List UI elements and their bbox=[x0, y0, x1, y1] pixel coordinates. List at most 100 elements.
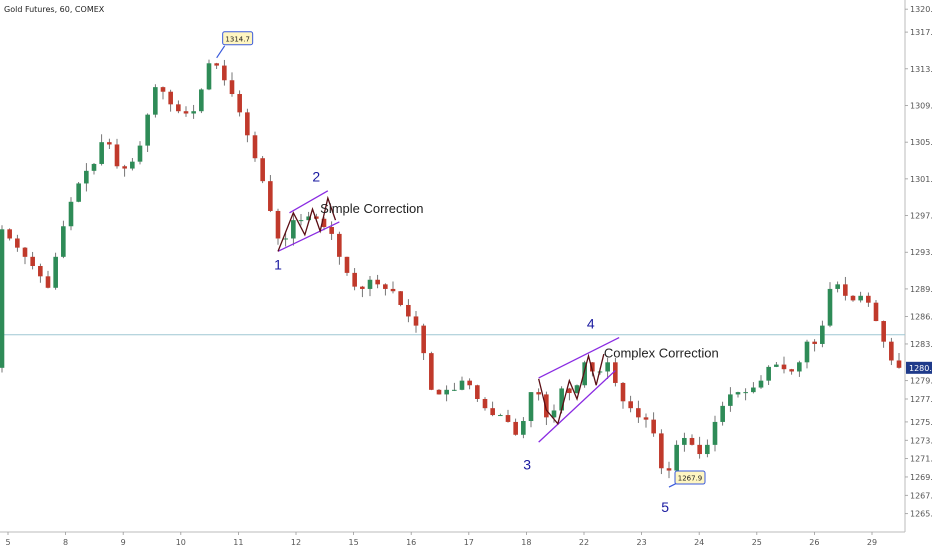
candle-body bbox=[459, 380, 465, 390]
candle-body bbox=[720, 405, 725, 422]
candle-body bbox=[475, 385, 480, 399]
channel-upper-line[interactable] bbox=[289, 190, 329, 214]
candle-body bbox=[237, 94, 242, 113]
candle-body bbox=[53, 256, 58, 288]
candle-body bbox=[835, 284, 840, 289]
candle-body bbox=[643, 417, 649, 420]
wave-label-4: 4 bbox=[587, 315, 595, 331]
candle-body bbox=[122, 166, 127, 169]
price-callout[interactable] bbox=[222, 31, 254, 46]
candle-body bbox=[176, 104, 181, 112]
x-tick-label: 25 bbox=[752, 538, 762, 547]
candle-body bbox=[590, 362, 595, 372]
y-tick-label: 1301.5 bbox=[910, 175, 932, 184]
candle-body bbox=[574, 385, 580, 394]
price-axis: 1320.0 1317.5 1313.5 1309.5 1305.5 1301.5 1297… bbox=[905, 5, 932, 519]
y-tick-label: 1289.5 bbox=[910, 285, 932, 294]
candle-body bbox=[214, 63, 219, 66]
candle-body bbox=[99, 142, 104, 164]
candle-body bbox=[482, 399, 488, 409]
candle-body bbox=[398, 291, 403, 305]
candle-body bbox=[735, 392, 741, 395]
x-tick-label: 15 bbox=[349, 538, 359, 547]
candle-body bbox=[636, 408, 641, 418]
candle-body bbox=[206, 63, 212, 90]
y-tick-label: 1269.0 bbox=[910, 473, 932, 482]
candle-body bbox=[15, 238, 20, 248]
candle-body bbox=[76, 183, 81, 202]
candle-body bbox=[436, 389, 442, 395]
candle-body bbox=[30, 256, 35, 266]
candle-body bbox=[866, 295, 871, 303]
candle-body bbox=[421, 325, 426, 354]
candle-body bbox=[682, 437, 687, 445]
candle-body bbox=[620, 382, 626, 402]
candle-body bbox=[260, 158, 265, 182]
candle-body bbox=[107, 142, 112, 145]
candle-body bbox=[628, 401, 633, 409]
candle-body bbox=[45, 276, 51, 288]
candle-body bbox=[896, 360, 902, 368]
x-tick-label: 26 bbox=[809, 538, 819, 547]
candle-body bbox=[375, 279, 380, 285]
candle-body bbox=[360, 286, 365, 289]
zigzag-arrows[interactable] bbox=[538, 353, 605, 426]
candle-body bbox=[429, 353, 434, 390]
candle-body bbox=[7, 229, 12, 239]
y-tick-label: 1286.5 bbox=[910, 312, 932, 321]
candle-body bbox=[444, 389, 449, 395]
x-tick-label: 9 bbox=[121, 538, 126, 547]
candle-body bbox=[137, 145, 143, 162]
candle-body bbox=[873, 302, 879, 322]
x-tick-label: 17 bbox=[464, 538, 474, 547]
annotation-text: Complex Correction bbox=[604, 346, 719, 361]
y-tick-label: 1267.0 bbox=[910, 491, 932, 500]
candle-body bbox=[114, 144, 120, 167]
candle-body bbox=[804, 341, 810, 363]
wave-label-5: 5 bbox=[661, 499, 669, 515]
candle-body bbox=[659, 433, 664, 469]
y-tick-label: 1297.5 bbox=[910, 212, 932, 221]
y-tick-label: 1293.5 bbox=[910, 248, 932, 257]
candle-body bbox=[191, 111, 196, 114]
candle-body bbox=[84, 170, 89, 184]
candle-body bbox=[38, 266, 43, 277]
candle-body bbox=[567, 388, 572, 394]
candle-body bbox=[168, 91, 173, 105]
x-tick-label: 10 bbox=[176, 538, 186, 547]
x-tick-label: 23 bbox=[637, 538, 647, 547]
x-tick-label: 16 bbox=[406, 538, 416, 547]
wave-label-2: 2 bbox=[312, 169, 320, 185]
candle-body bbox=[536, 392, 541, 395]
candle-body bbox=[22, 247, 28, 257]
last-price-label: 1280.9 bbox=[909, 364, 932, 373]
candle-body bbox=[0, 229, 5, 368]
candle-body bbox=[582, 362, 587, 386]
candle-body bbox=[528, 392, 534, 422]
candle-body bbox=[697, 444, 702, 455]
candle-body bbox=[812, 341, 817, 344]
wave-label-3: 3 bbox=[523, 457, 531, 473]
y-tick-label: 1309.5 bbox=[910, 101, 932, 110]
candle-body bbox=[559, 388, 564, 411]
candle-body bbox=[406, 304, 411, 317]
x-tick-label: 12 bbox=[291, 538, 301, 547]
candle-body bbox=[827, 288, 833, 326]
price-callout[interactable] bbox=[674, 470, 706, 485]
channel-upper-line[interactable] bbox=[538, 336, 620, 379]
candle-body bbox=[751, 387, 756, 393]
channel-lower-line[interactable] bbox=[538, 370, 616, 443]
channel-lower-line[interactable] bbox=[277, 221, 340, 252]
candle-body bbox=[283, 238, 288, 240]
candle-body bbox=[889, 341, 894, 361]
candle-body bbox=[490, 408, 495, 416]
candle-body bbox=[505, 415, 511, 422]
candle-body bbox=[268, 181, 273, 211]
candle-body bbox=[651, 419, 656, 434]
candle-body bbox=[850, 295, 856, 301]
x-tick-label: 22 bbox=[579, 538, 589, 547]
zigzag-arrows[interactable] bbox=[277, 195, 337, 252]
candle-body bbox=[160, 87, 166, 92]
y-tick-label: 1283.5 bbox=[910, 340, 932, 349]
